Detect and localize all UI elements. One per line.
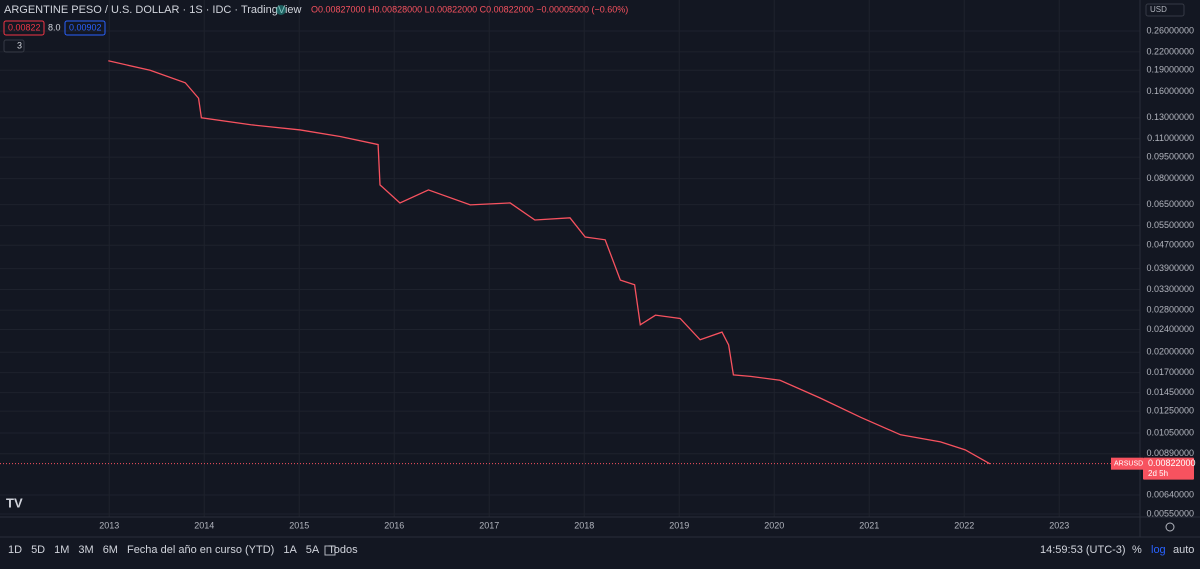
y-tick-label: 0.00890000 xyxy=(1146,448,1194,458)
y-tick-label: 0.26000000 xyxy=(1146,25,1194,35)
y-tick-label: 0.02800000 xyxy=(1146,305,1194,315)
y-tick-label: 0.13000000 xyxy=(1146,112,1194,122)
currency[interactable]: USD xyxy=(1150,5,1167,14)
y-tick-label: 0.00640000 xyxy=(1146,489,1194,499)
indicator-toggle[interactable] xyxy=(3,39,25,53)
tv-logo: TV xyxy=(6,495,23,510)
range-button[interactable]: 1M xyxy=(54,544,69,556)
y-tick-label: 0.04700000 xyxy=(1146,240,1194,250)
y-tick-label: 0.01050000 xyxy=(1146,427,1194,437)
symbol-title: ARGENTINE PESO / U.S. DOLLAR · 1S · IDC … xyxy=(4,4,302,16)
x-tick-label: 2017 xyxy=(479,520,499,530)
x-tick-label: 2020 xyxy=(764,520,784,530)
x-tick-label: 2013 xyxy=(99,520,119,530)
status-dot xyxy=(276,5,286,15)
toolbar: 14:59:53 (UTC-3) % log auto 1D 5D 1M 3M 6M Fe… xyxy=(8,544,1194,556)
y-tick-label: 0.01700000 xyxy=(1146,367,1194,377)
range-button[interactable]: 3M xyxy=(78,544,93,556)
price-line xyxy=(108,60,991,465)
grid xyxy=(0,0,1140,517)
y-tick-label: 0.01250000 xyxy=(1146,406,1194,416)
range-button[interactable]: 6M xyxy=(103,544,118,556)
x-tick-label: 2014 xyxy=(194,520,214,530)
x-tick-label: 2021 xyxy=(859,520,879,530)
log-toggle[interactable]: log xyxy=(1151,544,1166,556)
last-price-box xyxy=(1143,457,1194,480)
x-tick-label: 2022 xyxy=(954,520,974,530)
x-tick-label: 2018 xyxy=(574,520,594,530)
settings-icon[interactable] xyxy=(1165,522,1175,532)
y-tick-label: 0.05500000 xyxy=(1146,220,1194,230)
y-tick-label: 0.02000000 xyxy=(1146,347,1194,357)
range-button[interactable]: 5A xyxy=(306,544,320,556)
currency-box[interactable] xyxy=(1145,3,1185,17)
sell-price[interactable]: 0.00822 xyxy=(8,22,41,32)
clock: 14:59:53 (UTC-3) xyxy=(1040,544,1126,556)
x-tick-label: 2016 xyxy=(384,520,404,530)
range-button[interactable]: 1A xyxy=(283,544,297,556)
y-tick-label: 0.08000000 xyxy=(1146,173,1194,183)
auto-toggle[interactable]: auto xyxy=(1173,544,1194,556)
last-price-label: 0.00822000 xyxy=(1148,458,1196,468)
range-button[interactable]: 5D xyxy=(31,544,45,556)
y-tick-label: 0.19000000 xyxy=(1146,65,1194,75)
percent-toggle[interactable]: % xyxy=(1132,544,1142,556)
x-tick-label: 2023 xyxy=(1049,520,1069,530)
x-tick-label: 2015 xyxy=(289,520,309,530)
sell-box[interactable] xyxy=(3,20,45,36)
y-tick-label: 0.09500000 xyxy=(1146,151,1194,161)
symbol-tag-label: ARSUSD xyxy=(1114,461,1143,468)
y-tick-label: 0.00550000 xyxy=(1146,508,1194,518)
countdown: 2d 5h xyxy=(1148,469,1168,478)
symbol-tag xyxy=(1111,457,1143,470)
indicator-count[interactable]: 3 xyxy=(17,40,22,50)
y-tick-label: 0.03900000 xyxy=(1146,263,1194,273)
y-tick-label: 0.11000000 xyxy=(1147,133,1194,143)
range-button[interactable]: Todos xyxy=(328,544,358,556)
buy-box[interactable] xyxy=(64,20,106,36)
y-tick-label: 0.06500000 xyxy=(1146,199,1194,209)
buy-price[interactable]: 0.00902 xyxy=(69,22,102,32)
y-tick-label: 0.02400000 xyxy=(1146,324,1194,334)
y-tick-label: 0.16000000 xyxy=(1146,86,1194,96)
range-button[interactable]: 1D xyxy=(8,544,22,556)
range-button[interactable]: Fecha del año en curso (YTD) xyxy=(127,544,274,556)
y-tick-label: 0.22000000 xyxy=(1146,46,1194,56)
spread: 8.0 xyxy=(48,22,61,32)
date-range-icon[interactable] xyxy=(324,545,336,556)
y-tick-label: 0.01450000 xyxy=(1146,387,1194,397)
x-tick-label: 2019 xyxy=(669,520,689,530)
ohlc: O0.00827000 H0.00828000 L0.00822000 C0.0… xyxy=(311,4,628,14)
y-tick-label: 0.03300000 xyxy=(1146,284,1194,294)
